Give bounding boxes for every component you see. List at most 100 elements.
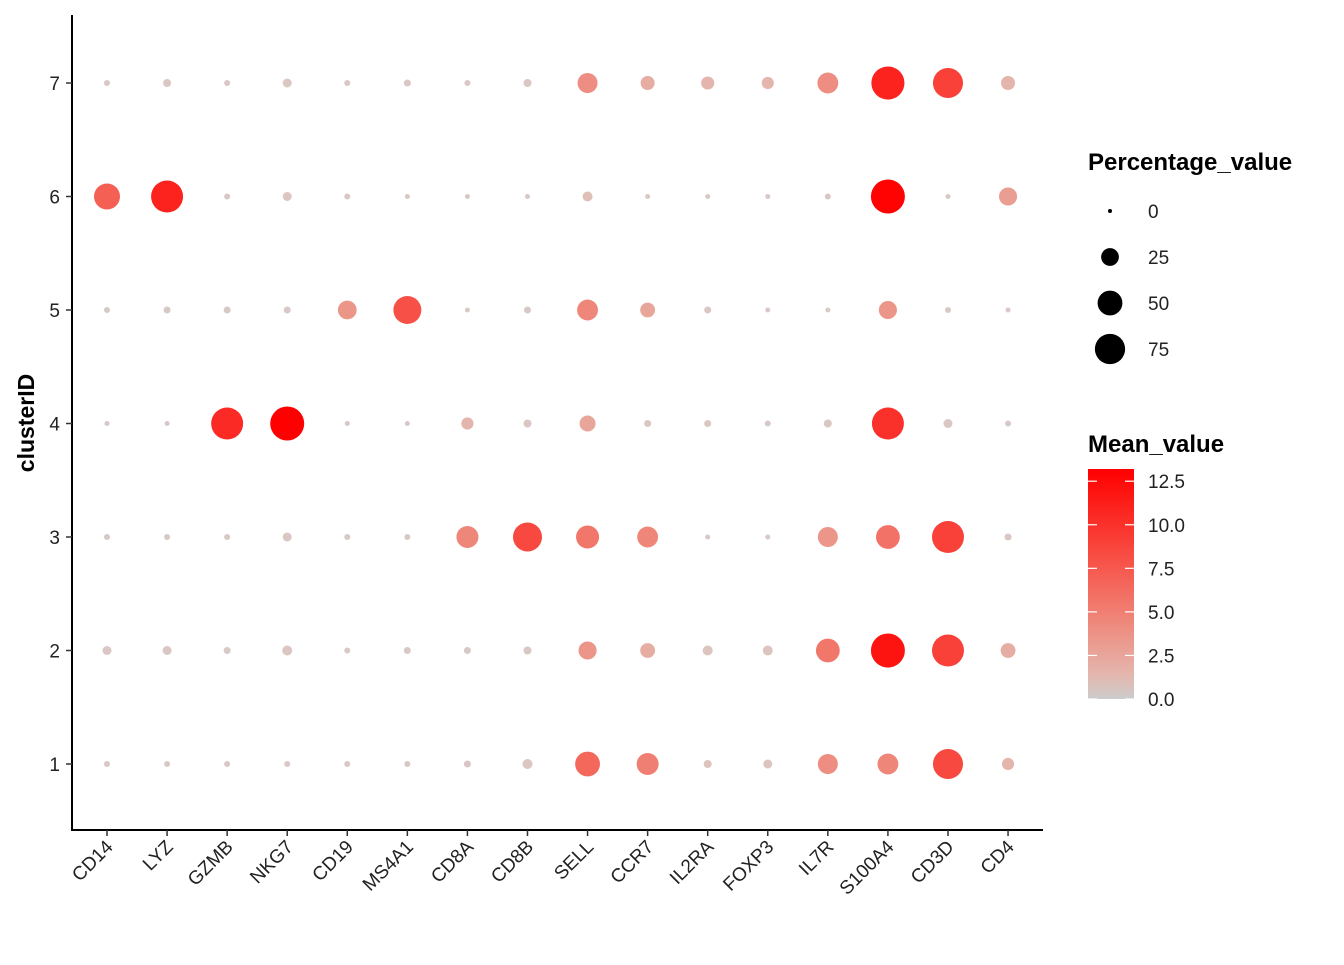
x-tick-label: CCR7 [607,837,658,888]
dot-FOXP3-cluster-1 [763,759,773,769]
x-tick-label: CD3D [907,837,958,888]
dot-CD8A-cluster-1 [463,760,471,768]
colorbar-label: 0.0 [1148,690,1174,711]
dot-FOXP3-cluster-2 [762,645,773,656]
x-tick-label: IL7R [795,837,838,880]
dot-CD4-cluster-5 [1005,307,1011,313]
dot-CD8B-cluster-7 [523,79,532,87]
dot-CCR7-cluster-7 [640,76,655,90]
dot-CD14-cluster-7 [103,79,111,87]
dot-FOXP3-cluster-4 [764,420,771,427]
color-legend: Mean_value 0.0 2.5 5.0 7.5 10.0 12.5 [1088,431,1224,711]
dot-IL7R-cluster-5 [825,307,831,313]
size-legend-label: 25 [1148,248,1169,269]
dot-MS4A1-cluster-7 [403,79,411,87]
dot-IL2RA-cluster-2 [702,645,713,656]
dot-SELL-cluster-4 [579,415,596,432]
x-tick-label: IL2RA [666,836,718,888]
x-tick-label: CD19 [309,837,358,886]
x-tick-label: S100A4 [836,836,899,899]
size-legend-key [1101,248,1119,266]
dot-GZMB-cluster-4 [211,407,244,440]
dot-CD8B-cluster-6 [524,193,531,200]
dot-CCR7-cluster-4 [644,419,652,428]
size-legend-label: 75 [1148,340,1169,361]
dot-LYZ-cluster-7 [163,79,172,87]
dot-CD3D-cluster-1 [932,748,964,780]
dot-IL2RA-cluster-7 [701,76,715,90]
dot-CD4-cluster-7 [1001,76,1016,90]
size-legend-key [1097,290,1123,316]
colorbar-label: 2.5 [1148,646,1174,667]
y-tick-label: 1 [49,755,60,776]
dot-CD3D-cluster-5 [944,306,951,314]
dot-GZMB-cluster-1 [224,760,231,768]
dot-IL2RA-cluster-4 [704,419,712,428]
dot-S100A4-cluster-7 [871,66,905,100]
dot-CD3D-cluster-4 [943,419,953,428]
size-legend-key [1094,333,1126,365]
dot-CD3D-cluster-2 [931,634,964,667]
colorbar-label: 7.5 [1148,559,1174,580]
size-legend: Percentage_value 0 25 50 75 [1088,149,1292,365]
size-legend-label: 50 [1148,294,1169,315]
colorbar-label: 12.5 [1148,472,1185,493]
dot-CD14-cluster-5 [103,306,111,314]
dot-LYZ-cluster-5 [163,306,171,314]
dot-CD8A-cluster-7 [464,79,471,87]
dot-GZMB-cluster-2 [223,646,231,655]
dot-CD19-cluster-5 [337,300,357,320]
dot-CD8B-cluster-5 [523,306,532,314]
dot-LYZ-cluster-2 [162,646,172,655]
dot-CD8B-cluster-4 [523,419,532,428]
dot-CD8A-cluster-5 [464,307,470,313]
dot-SELL-cluster-3 [576,525,600,549]
colorbar-label: 10.0 [1148,516,1185,537]
x-tick-label: CD8B [487,837,538,888]
dot-CCR7-cluster-3 [637,526,659,548]
x-tick-label: CD8A [427,836,478,887]
dot-S100A4-cluster-6 [870,179,905,214]
dot-CD14-cluster-2 [102,646,112,655]
dot-CD19-cluster-2 [344,647,351,654]
dot-S100A4-cluster-4 [871,407,904,440]
dot-MS4A1-cluster-6 [404,193,410,200]
dot-FOXP3-cluster-7 [761,76,774,90]
dot-FOXP3-cluster-3 [765,534,771,540]
y-ticks: 1 2 3 4 5 6 7 [49,74,72,776]
dot-NKG7-cluster-6 [282,192,292,201]
y-tick-label: 5 [49,301,60,322]
dot-CD4-cluster-4 [1005,420,1012,427]
y-tick-label: 7 [49,74,60,95]
size-legend-key [1108,209,1112,213]
dot-IL2RA-cluster-5 [704,306,712,314]
dot-LYZ-cluster-1 [164,760,171,768]
dot-CD3D-cluster-3 [931,521,964,553]
color-legend-title: Mean_value [1088,431,1224,458]
x-ticks: CD14 LYZ GZMB NKG7 CD19 MS4A1 CD8A CD8B SELL CCR7… [68,830,1019,899]
dot-CD4-cluster-6 [998,187,1018,206]
dot-IL2RA-cluster-6 [705,193,711,200]
y-tick-label: 3 [49,528,60,549]
y-tick-label: 2 [49,642,60,663]
x-tick-label: MS4A1 [359,837,418,896]
dot-CCR7-cluster-1 [636,753,659,775]
y-tick-label: 4 [49,415,60,436]
dot-SELL-cluster-1 [575,751,600,777]
dot-SELL-cluster-5 [577,299,599,321]
dot-CD4-cluster-2 [1000,643,1016,658]
size-legend-label: 0 [1148,202,1159,223]
colorbar-label: 5.0 [1148,603,1174,624]
dot-CD19-cluster-3 [344,533,351,541]
x-tick-label: CD14 [68,836,118,886]
dot-CD8A-cluster-3 [456,526,479,548]
dot-CD19-cluster-4 [344,420,350,427]
dot-NKG7-cluster-1 [284,760,291,768]
dot-CCR7-cluster-6 [645,193,651,200]
x-tick-label: NKG7 [246,837,297,888]
dot-LYZ-cluster-3 [164,533,171,541]
x-tick-label: LYZ [139,836,178,875]
dot-MS4A1-cluster-2 [403,646,411,655]
dot-GZMB-cluster-5 [223,306,231,314]
